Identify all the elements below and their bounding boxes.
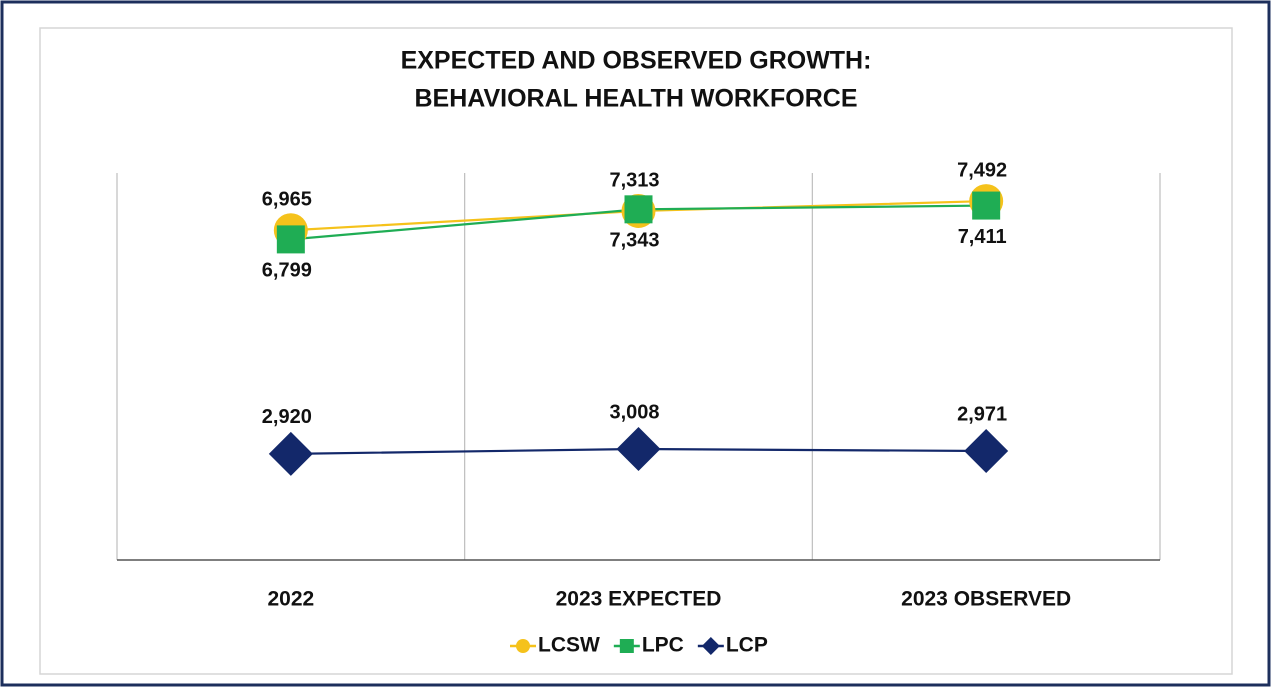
data-label: 7,343: [609, 230, 659, 252]
marker: [964, 429, 1009, 474]
data-label: 6,799: [262, 260, 312, 282]
marker: [268, 431, 313, 476]
marker: [624, 195, 653, 224]
marker: [616, 426, 661, 471]
chart-area: [39, 27, 1233, 675]
x-tick-label: 2022: [267, 588, 314, 611]
x-tick-label: 2023 OBSERVED: [901, 588, 1071, 611]
data-label: 2,971: [957, 403, 1007, 425]
data-label: 2,920: [262, 406, 312, 428]
data-label: 7,492: [957, 159, 1007, 181]
legend-label: LCP: [726, 634, 768, 657]
data-label: 7,411: [958, 226, 1007, 248]
data-label: 3,008: [609, 401, 659, 423]
legend-marker: [619, 639, 634, 653]
marker: [276, 225, 305, 254]
legend-marker: [701, 637, 720, 655]
marker: [972, 191, 1001, 220]
legend-marker: [516, 639, 530, 653]
data-label: 7,313: [609, 169, 659, 191]
chart-title: BEHAVIORAL HEALTH WORKFORCE: [414, 85, 857, 113]
legend-label: LCSW: [538, 634, 600, 657]
chart-title: EXPECTED AND OBSERVED GROWTH:: [401, 47, 872, 75]
legend-label: LPC: [642, 634, 684, 657]
data-label: 6,965: [262, 189, 312, 211]
x-tick-label: 2023 EXPECTED: [556, 588, 722, 611]
